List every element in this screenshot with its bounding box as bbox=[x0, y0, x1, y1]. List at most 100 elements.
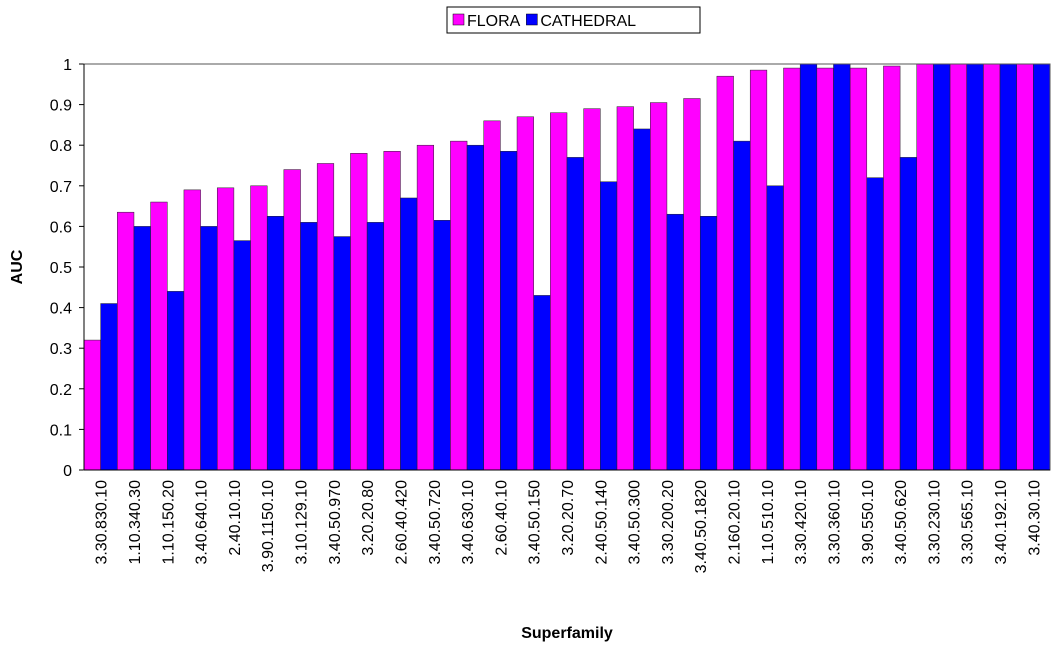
x-tick-label: 3.40.50.300 bbox=[627, 480, 644, 565]
bar bbox=[150, 201, 168, 471]
bar bbox=[133, 226, 151, 471]
x-tick-label: 3.90.1150.10 bbox=[260, 480, 277, 572]
x-tick-label: 3.30.360.10 bbox=[826, 480, 843, 565]
bar bbox=[966, 63, 984, 471]
bar bbox=[699, 216, 718, 471]
bar bbox=[433, 220, 451, 471]
bar bbox=[899, 157, 918, 471]
x-tick-label: 3.20.20.80 bbox=[360, 480, 377, 556]
x-tick-label: 3.90.550.10 bbox=[860, 480, 877, 565]
x-tick-label: 3.30.230.10 bbox=[926, 480, 943, 565]
x-tick-label: 3.30.420.10 bbox=[793, 480, 810, 565]
y-tick-label: 0.5 bbox=[50, 260, 72, 277]
bar bbox=[1033, 63, 1051, 471]
y-tick-label: 1 bbox=[63, 57, 72, 74]
bar bbox=[450, 140, 468, 471]
x-tick-label: 3.40.50.620 bbox=[893, 480, 910, 565]
x-tick-label: 2.60.40.10 bbox=[493, 480, 510, 556]
bar bbox=[600, 181, 618, 471]
bar bbox=[933, 63, 951, 471]
legend-label: CATHEDRAL bbox=[540, 13, 636, 30]
bar bbox=[749, 69, 768, 471]
bar bbox=[416, 144, 435, 471]
bar bbox=[366, 222, 385, 471]
bar bbox=[500, 151, 518, 471]
x-tick-label: 2.60.40.420 bbox=[393, 480, 410, 565]
legend-swatch bbox=[452, 13, 465, 26]
bar bbox=[233, 240, 251, 471]
legend-label: FLORA bbox=[467, 13, 521, 30]
bar bbox=[866, 177, 884, 471]
bar bbox=[849, 67, 868, 471]
bar bbox=[533, 295, 551, 471]
bar bbox=[266, 216, 285, 471]
x-tick-label: 1.10.340.30 bbox=[127, 480, 144, 565]
y-tick-label: 0.1 bbox=[50, 422, 72, 439]
bar bbox=[733, 140, 751, 471]
x-tick-label: 3.30.200.20 bbox=[660, 480, 677, 565]
bar bbox=[350, 153, 368, 471]
bar bbox=[117, 211, 135, 471]
bar bbox=[816, 67, 834, 471]
bar bbox=[616, 106, 634, 471]
x-tick-label: 3.40.640.10 bbox=[194, 480, 211, 565]
bar bbox=[550, 112, 568, 471]
x-tick-label: 3.30.565.10 bbox=[960, 480, 977, 565]
legend-box bbox=[446, 6, 701, 34]
bar bbox=[650, 102, 668, 471]
bar bbox=[983, 63, 1001, 471]
bar bbox=[300, 222, 318, 471]
bar bbox=[483, 120, 501, 471]
x-tick-label: 3.40.30.10 bbox=[1026, 480, 1043, 556]
bar bbox=[883, 65, 901, 471]
bar bbox=[683, 98, 701, 471]
y-axis-label: AUC bbox=[9, 249, 26, 284]
bar bbox=[799, 63, 818, 471]
bar bbox=[583, 108, 601, 471]
x-tick-label: 3.30.830.10 bbox=[94, 480, 111, 565]
bar bbox=[183, 189, 201, 471]
bar bbox=[916, 63, 934, 471]
bar bbox=[999, 63, 1017, 471]
legend-swatch bbox=[526, 13, 538, 26]
x-tick-label: 3.40.50.970 bbox=[327, 480, 344, 565]
x-tick-label: 3.20.20.70 bbox=[560, 480, 577, 556]
x-tick-label: 3.40.192.10 bbox=[993, 480, 1010, 565]
x-tick-label: 2.40.50.140 bbox=[593, 480, 610, 565]
bar bbox=[250, 185, 268, 471]
bar bbox=[333, 236, 351, 471]
y-tick-label: 0.8 bbox=[50, 138, 72, 155]
bar bbox=[400, 197, 418, 471]
x-tick-label: 1.10.510.10 bbox=[760, 480, 777, 565]
x-tick-label: 3.40.50.1820 bbox=[693, 480, 710, 574]
bar bbox=[466, 144, 484, 471]
y-tick-label: 0 bbox=[63, 463, 72, 480]
x-tick-label: 3.40.50.150 bbox=[527, 480, 544, 565]
bar bbox=[200, 226, 218, 471]
y-tick-label: 0.6 bbox=[50, 219, 72, 236]
y-tick-label: 0.4 bbox=[50, 301, 72, 318]
bar bbox=[949, 63, 967, 471]
bar bbox=[516, 116, 534, 471]
x-tick-label: 3.40.630.10 bbox=[460, 480, 477, 565]
bar bbox=[167, 291, 185, 471]
x-tick-label: 2.40.10.10 bbox=[227, 480, 244, 556]
bar bbox=[766, 185, 784, 471]
y-tick-label: 0.2 bbox=[50, 382, 72, 399]
bar bbox=[783, 67, 801, 471]
y-tick-label: 0.7 bbox=[50, 179, 72, 196]
bar bbox=[383, 151, 401, 471]
x-axis-label: Superfamily bbox=[521, 625, 613, 642]
y-tick-label: 0.9 bbox=[50, 98, 72, 115]
bar bbox=[83, 339, 101, 471]
x-tick-label: 2.160.20.10 bbox=[727, 480, 744, 565]
x-tick-label: 3.40.50.720 bbox=[427, 480, 444, 565]
bar bbox=[716, 75, 734, 471]
y-tick-label: 0.3 bbox=[50, 341, 72, 358]
bar bbox=[316, 163, 335, 471]
bar bbox=[283, 169, 301, 471]
bar bbox=[833, 63, 851, 471]
bar bbox=[633, 128, 651, 471]
bar bbox=[1016, 63, 1034, 471]
